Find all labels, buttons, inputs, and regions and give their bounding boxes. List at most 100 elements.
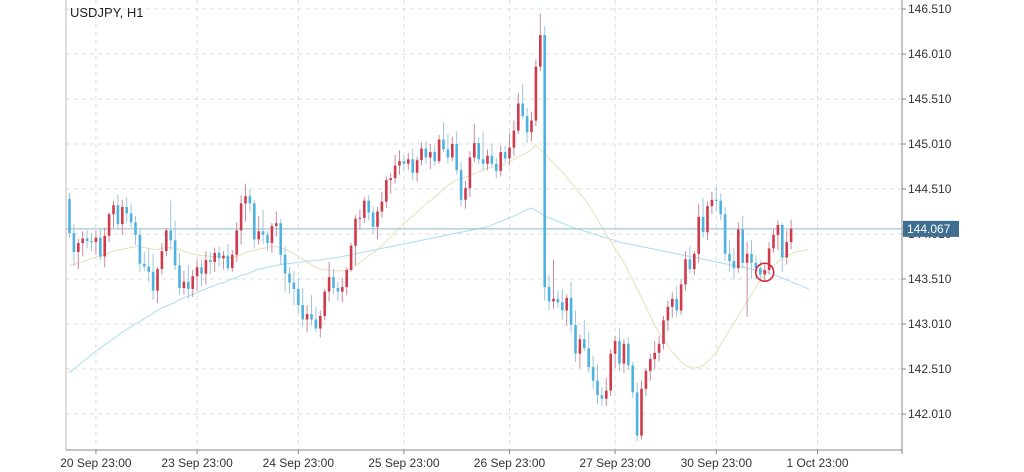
- candle-body: [631, 365, 634, 393]
- candle-body: [653, 352, 656, 360]
- candle-body: [235, 230, 238, 255]
- candle-body: [204, 260, 208, 274]
- candle-body: [622, 343, 626, 364]
- candle-body: [283, 254, 287, 274]
- candle-body: [407, 159, 410, 164]
- x-tick-label: 27 Sep 23:00: [579, 456, 651, 470]
- candle-body: [398, 161, 401, 166]
- candle-body: [710, 199, 714, 207]
- candle-body: [697, 216, 700, 254]
- candle-body: [525, 116, 529, 133]
- candle-body: [389, 178, 392, 180]
- candle-body: [565, 297, 568, 311]
- candle-body: [156, 269, 159, 291]
- candle-body: [556, 298, 560, 303]
- candle-body: [68, 198, 71, 234]
- candle-body: [561, 302, 564, 311]
- candle-body: [481, 159, 485, 164]
- candle-body: [288, 273, 291, 283]
- chart-title: USDJPY, H1: [70, 5, 143, 20]
- candle-body: [605, 390, 608, 399]
- candle-body: [675, 298, 678, 311]
- candle-body: [143, 263, 146, 267]
- candle-body: [499, 152, 502, 171]
- candle-body: [310, 314, 313, 320]
- candle-body: [679, 284, 683, 311]
- candle-body: [539, 35, 542, 67]
- candle-body: [319, 315, 322, 329]
- candle-body: [327, 277, 331, 292]
- candle-body: [99, 237, 102, 257]
- candle-body: [270, 225, 274, 243]
- candle-body: [173, 240, 177, 266]
- x-axis-ticks: 20 Sep 23:00 23 Sep 23:00 24 Sep 23:00 25 S…: [60, 450, 849, 470]
- x-tick-label: 30 Sep 23:00: [681, 456, 753, 470]
- candle-body: [94, 237, 98, 243]
- candle-body: [195, 267, 199, 277]
- candle-body: [200, 267, 203, 274]
- candle-body: [261, 231, 265, 235]
- candle-body: [635, 392, 639, 436]
- candle-body: [657, 343, 661, 353]
- candle-body: [732, 261, 736, 269]
- candle-body: [578, 339, 582, 354]
- candle-body: [341, 287, 344, 292]
- candle-body: [332, 277, 335, 288]
- candle-body: [103, 235, 106, 257]
- candle-body: [147, 266, 150, 272]
- candle-body: [376, 211, 379, 227]
- candle-body: [477, 143, 480, 160]
- candle-body: [543, 35, 546, 288]
- candle-body: [583, 339, 586, 349]
- candle-body: [459, 170, 463, 200]
- y-tick-label: 143.510: [908, 272, 952, 286]
- candle-body: [706, 206, 709, 233]
- candle-body: [618, 341, 621, 364]
- y-tick-label: 146.010: [908, 47, 952, 61]
- candle-body: [587, 348, 590, 368]
- x-tick-label: 23 Sep 23:00: [161, 456, 233, 470]
- candle-body: [596, 380, 599, 396]
- candle-body: [349, 245, 353, 270]
- current-price-badge-bg: [903, 220, 959, 237]
- candle-body: [231, 254, 234, 269]
- candle-body: [363, 200, 366, 218]
- candle-body: [547, 287, 551, 302]
- candle-body: [490, 155, 494, 164]
- candle-body: [121, 207, 124, 225]
- candle-body: [781, 225, 784, 258]
- candle-body: [314, 319, 318, 329]
- candle-body: [279, 223, 282, 255]
- candle-body: [495, 163, 498, 171]
- candle-body: [244, 196, 247, 204]
- candle-body: [750, 253, 753, 263]
- candle-body: [358, 217, 362, 219]
- candle-body: [411, 159, 414, 173]
- candle-body: [336, 288, 340, 292]
- candle-body: [759, 268, 762, 275]
- candle-body: [701, 216, 705, 233]
- candle-body: [112, 205, 115, 215]
- candle-body: [107, 214, 111, 236]
- candle-body: [160, 251, 164, 270]
- candle-body: [178, 265, 181, 288]
- candle-body: [754, 262, 758, 269]
- candle-body: [415, 160, 419, 173]
- candle-body: [455, 144, 458, 171]
- candle-body: [323, 291, 326, 316]
- candle-body: [785, 242, 788, 258]
- candle-body: [534, 66, 538, 121]
- candle-body: [266, 234, 269, 243]
- candle-body: [521, 103, 524, 117]
- candle-body: [424, 148, 428, 158]
- candle-body: [627, 343, 630, 366]
- candle-body: [464, 188, 467, 200]
- candle-body: [297, 288, 300, 306]
- candle-body: [209, 260, 212, 262]
- candle-body: [253, 203, 256, 240]
- candle-body: [552, 298, 555, 302]
- x-tick-label: 24 Sep 23:00: [263, 456, 335, 470]
- candle-body: [649, 359, 652, 371]
- y-tick-label: 145.510: [908, 92, 952, 106]
